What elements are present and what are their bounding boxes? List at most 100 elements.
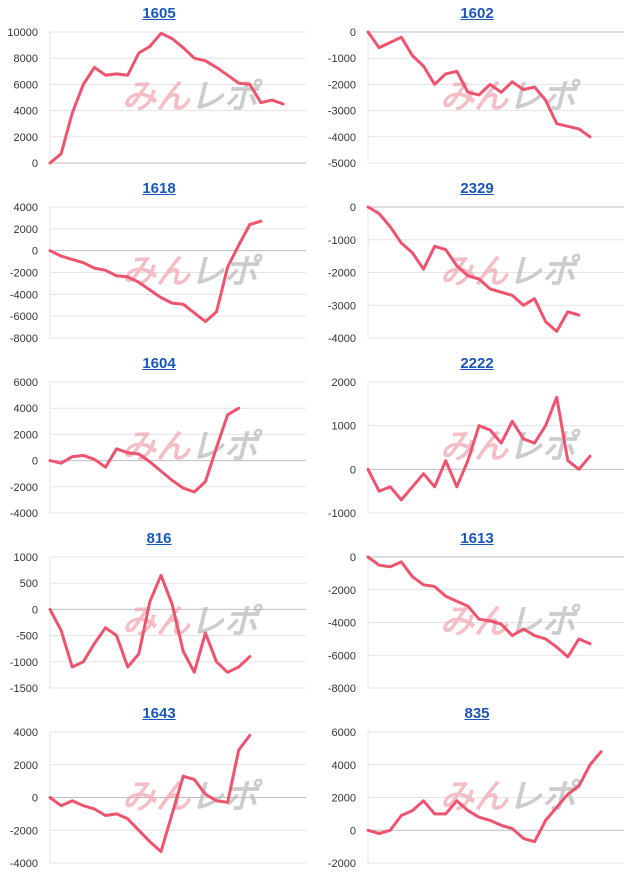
chart-title-link[interactable]: 1613 xyxy=(460,530,494,547)
y-tick-label: -4000 xyxy=(10,289,38,301)
y-tick-label: 2000 xyxy=(14,132,38,144)
chart-title-link[interactable]: 1618 xyxy=(142,180,176,197)
series-line xyxy=(48,219,263,324)
y-tick-label: 4000 xyxy=(332,760,356,772)
chart-panel-2329: -4000 -3000 -2000 -1000 0 みんレポ 2329 xyxy=(318,175,636,350)
y-tick-label: -5000 xyxy=(328,158,356,170)
watermark-logo: みんレポ xyxy=(440,77,581,117)
y-tick-label: -6000 xyxy=(328,650,356,662)
y-tick-label: -1500 xyxy=(10,683,38,695)
series-line xyxy=(366,750,603,844)
y-tick-label: -6000 xyxy=(10,311,38,323)
y-tick-label: 1000 xyxy=(332,421,356,433)
y-tick-label: -1000 xyxy=(328,508,356,520)
watermark-logo: みんレポ xyxy=(440,777,581,817)
y-tick-label: 6000 xyxy=(332,727,356,739)
line-chart: -1000 0 1000 2000 みんレポ xyxy=(328,377,624,520)
y-tick-label: -1000 xyxy=(328,53,356,65)
line-chart: -4000 -2000 0 2000 4000 6000 みんレポ xyxy=(10,377,306,520)
series-line xyxy=(366,30,592,139)
series-line xyxy=(48,733,252,853)
y-tick-label: 6000 xyxy=(14,377,38,389)
watermark-logo: みんレポ xyxy=(440,252,581,292)
y-tick-label: 0 xyxy=(32,604,38,616)
y-tick-label: -1000 xyxy=(328,235,356,247)
y-tick-label: -3000 xyxy=(328,300,356,312)
y-tick-label: -8000 xyxy=(328,683,356,695)
y-tick-label: 4000 xyxy=(14,202,38,214)
y-tick-label: -1000 xyxy=(10,657,38,669)
y-tick-label: 2000 xyxy=(332,377,356,389)
y-tick-label: 2000 xyxy=(14,224,38,236)
chart-panel-816: -1500 -1000 -500 0 500 1000 みんレポ 816 xyxy=(0,525,318,700)
line-chart: -8000 -6000 -4000 -2000 0 みんレポ xyxy=(328,552,624,695)
chart-panel-1604: -4000 -2000 0 2000 4000 6000 みんレポ 1604 xyxy=(0,350,318,525)
y-tick-label: -2000 xyxy=(10,825,38,837)
y-tick-label: 0 xyxy=(32,456,38,468)
y-tick-label: -4000 xyxy=(10,858,38,870)
y-tick-label: -500 xyxy=(16,631,38,643)
y-tick-label: -4000 xyxy=(10,508,38,520)
series-line xyxy=(366,555,592,659)
y-tick-label: 6000 xyxy=(14,79,38,91)
chart-panel-1618: -8000 -6000 -4000 -2000 0 2000 4000 みんレポ 1618 xyxy=(0,175,318,350)
chart-title-link[interactable]: 1605 xyxy=(142,5,176,22)
watermark-logo: みんレポ xyxy=(122,427,263,467)
y-tick-label: -2000 xyxy=(10,482,38,494)
watermark-logo: みんレポ xyxy=(440,602,581,642)
chart-panel-1643: -4000 -2000 0 2000 4000 みんレポ 1643 xyxy=(0,700,318,875)
chart-panel-835: -2000 0 2000 4000 6000 みんレポ 835 xyxy=(318,700,636,875)
chart-panel-1605: 0 2000 4000 6000 8000 10000 みんレポ 1605 xyxy=(0,0,318,175)
y-tick-label: 10000 xyxy=(7,27,38,39)
y-tick-label: -2000 xyxy=(328,858,356,870)
chart-title-link[interactable]: 816 xyxy=(146,530,172,547)
y-tick-label: -4000 xyxy=(328,132,356,144)
y-tick-label: -8000 xyxy=(10,333,38,345)
y-tick-label: 0 xyxy=(350,27,356,39)
y-tick-label: -2000 xyxy=(328,79,356,91)
chart-panel-2222: -1000 0 1000 2000 みんレポ 2222 xyxy=(318,350,636,525)
y-tick-label: 1000 xyxy=(14,552,38,564)
y-tick-label: 0 xyxy=(32,158,38,170)
y-tick-label: 4000 xyxy=(14,106,38,118)
y-tick-label: 2000 xyxy=(14,760,38,772)
y-tick-label: 0 xyxy=(350,552,356,564)
y-tick-label: 2000 xyxy=(332,793,356,805)
line-chart: -8000 -6000 -4000 -2000 0 2000 4000 みんレポ xyxy=(10,202,306,345)
watermark-logo: みんレポ xyxy=(122,252,263,292)
line-chart: -5000 -4000 -3000 -2000 -1000 0 みんレポ xyxy=(328,27,624,170)
chart-title-link[interactable]: 835 xyxy=(464,705,490,722)
y-tick-label: -2000 xyxy=(328,268,356,280)
y-tick-label: -4000 xyxy=(328,618,356,630)
series-line xyxy=(48,31,285,165)
y-tick-label: 0 xyxy=(32,793,38,805)
chart-title-link[interactable]: 1604 xyxy=(142,355,176,372)
y-tick-label: 4000 xyxy=(14,403,38,415)
chart-title-link[interactable]: 2329 xyxy=(460,180,494,197)
y-tick-label: 0 xyxy=(350,464,356,476)
y-tick-label: -2000 xyxy=(10,268,38,280)
y-tick-label: 500 xyxy=(20,578,38,590)
line-chart: -2000 0 2000 4000 6000 みんレポ xyxy=(328,727,624,870)
chart-panel-1602: -5000 -4000 -3000 -2000 -1000 0 みんレポ 1602 xyxy=(318,0,636,175)
y-tick-label: -4000 xyxy=(328,333,356,345)
series-line xyxy=(366,205,581,333)
series-line xyxy=(48,406,241,494)
y-tick-label: 2000 xyxy=(14,429,38,441)
chart-title-link[interactable]: 1602 xyxy=(460,5,494,22)
series-line xyxy=(366,395,592,502)
watermark-logo: みんレポ xyxy=(122,777,263,817)
chart-title-link[interactable]: 1643 xyxy=(142,705,176,722)
y-tick-label: 8000 xyxy=(14,53,38,65)
series-line xyxy=(48,573,252,674)
y-tick-label: 0 xyxy=(32,246,38,258)
y-tick-label: 0 xyxy=(350,202,356,214)
watermark-logo: みんレポ xyxy=(440,427,581,467)
y-tick-label: -3000 xyxy=(328,106,356,118)
y-tick-label: 0 xyxy=(350,825,356,837)
chart-title-link[interactable]: 2222 xyxy=(460,355,494,372)
line-chart: -4000 -2000 0 2000 4000 みんレポ xyxy=(10,727,306,870)
